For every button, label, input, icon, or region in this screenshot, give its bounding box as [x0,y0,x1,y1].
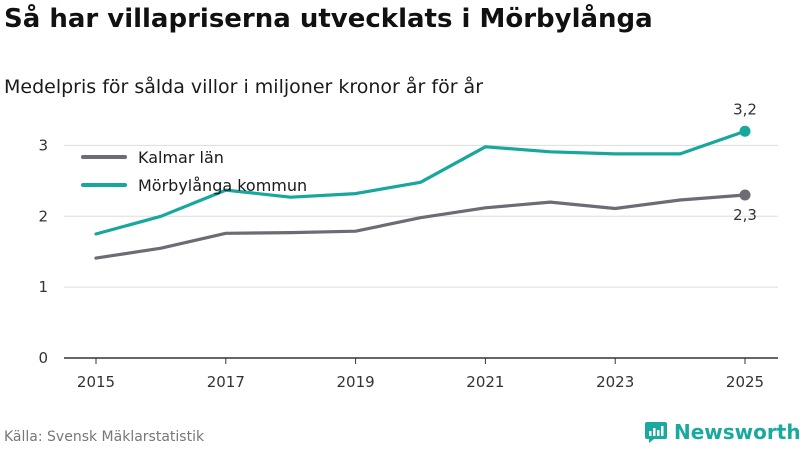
series-line-kalmar-lan [94,193,747,260]
x-axis-ticks: 2015 2017 2019 2021 2023 2025 [77,358,764,391]
end-label-morbylanga-kommun: 3,2 [733,100,757,118]
chart-title: Så har villapriserna utvecklats i Mörbyl… [4,4,653,34]
y-tick-label: 0 [38,349,48,367]
line-chart: 0 1 2 3 2015 2017 2019 2021 2023 2025 2,3 3,2 Kal… [38,100,778,391]
newsworthy-logo-icon [645,422,667,443]
series-line-morbylanga-kommun [94,129,747,236]
end-label-kalmar-lan: 2,3 [733,206,757,224]
y-tick-label: 1 [38,278,48,296]
end-point-morbylanga-kommun [739,125,751,137]
x-tick-label: 2015 [77,373,115,391]
gridlines [64,144,778,359]
y-tick-label: 3 [38,136,48,154]
x-tick-label: 2017 [207,373,245,391]
source-note: Källa: Svensk Mäklarstatistik [4,429,205,445]
legend: Kalmar län Mörbylånga kommun [81,148,307,195]
legend-label-morbylanga-kommun: Mörbylånga kommun [138,176,307,195]
x-tick-label: 2021 [466,373,504,391]
series-group: 2,3 3,2 [94,100,757,260]
x-tick-label: 2025 [726,373,764,391]
legend-label-kalmar-lan: Kalmar län [138,148,224,167]
x-tick-label: 2019 [337,373,375,391]
brand-logo[interactable]: Newsworthy [644,420,800,444]
y-axis-ticks: 0 1 2 3 [38,136,48,367]
end-point-kalmar-lan [739,189,751,201]
x-tick-label: 2023 [596,373,634,391]
chart-subtitle: Medelpris för sålda villor i miljoner kr… [4,76,484,98]
brand-name: Newsworthy [674,420,800,444]
y-tick-label: 2 [38,207,48,225]
